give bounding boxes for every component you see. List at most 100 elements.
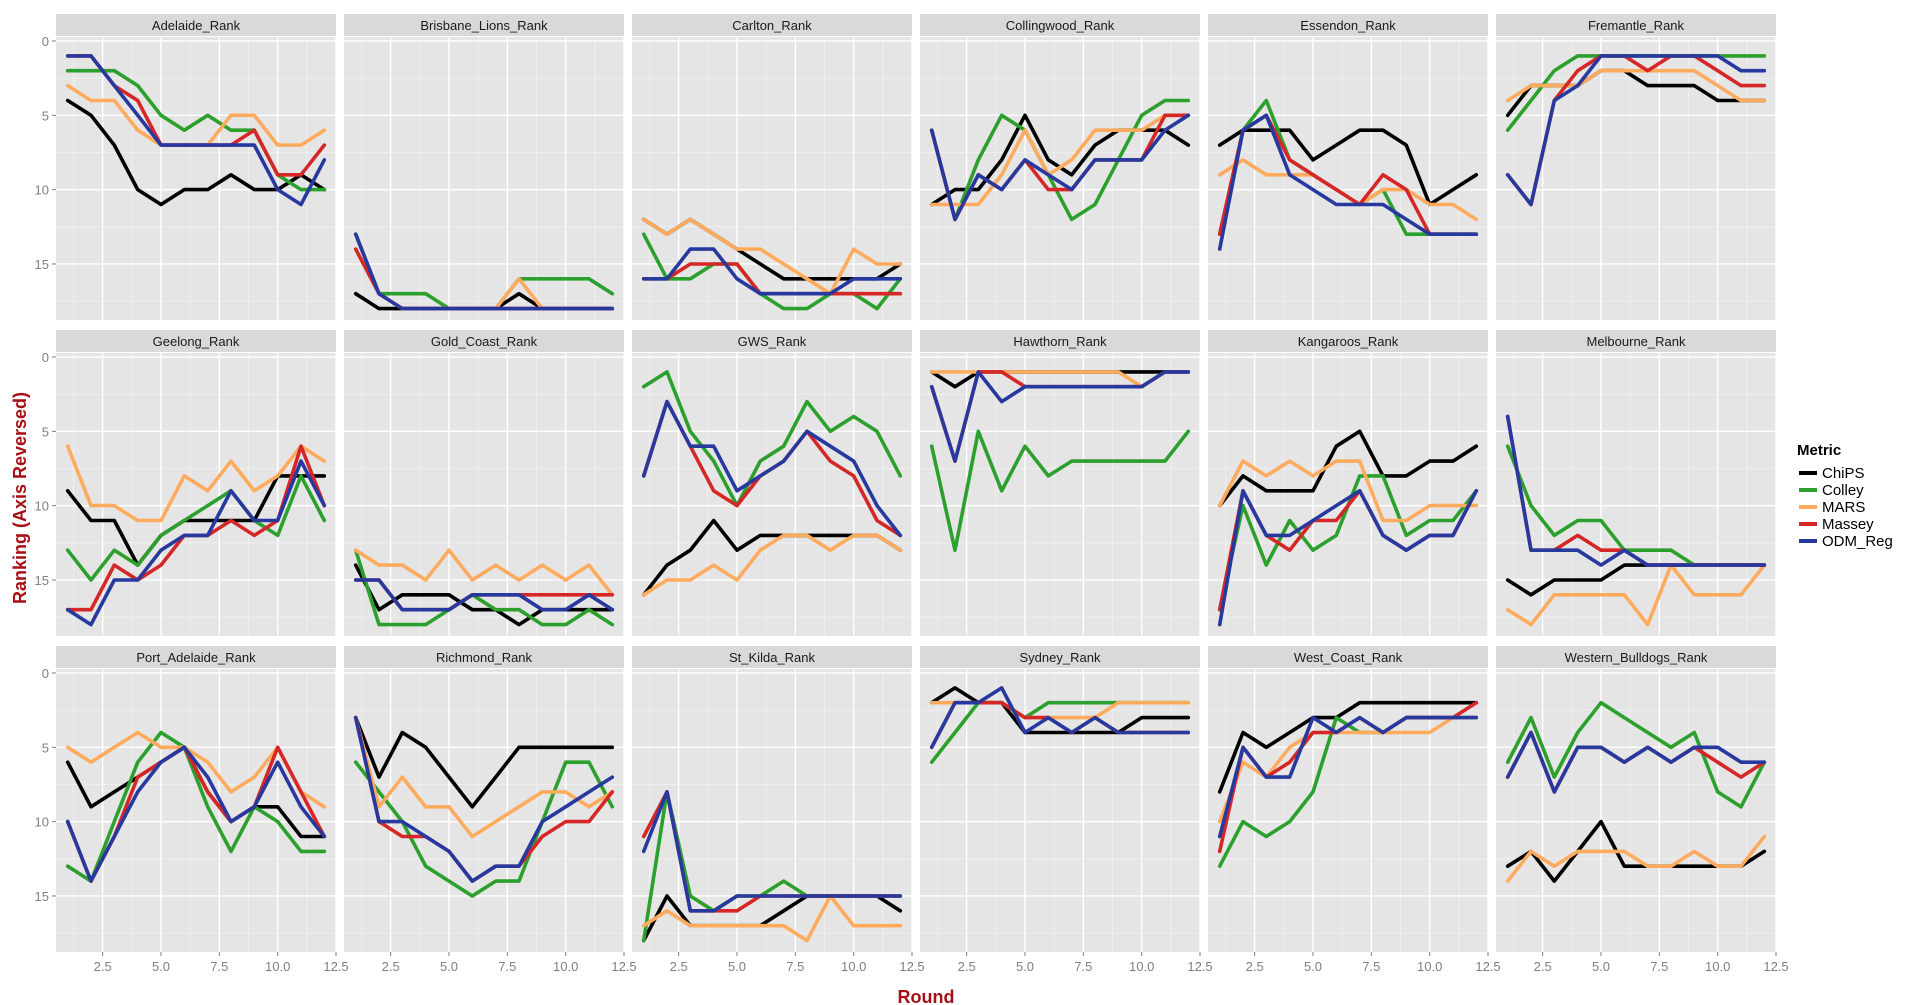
panel-title: St_Kilda_Rank xyxy=(729,650,815,665)
panel-geelong-rank: Geelong_Rank 0 5 10 15 xyxy=(35,330,337,636)
series-line-colley xyxy=(353,760,615,898)
x-tick-label: 7.5 xyxy=(1362,959,1380,974)
series-line-mars xyxy=(65,444,327,523)
panel-strip xyxy=(1208,330,1488,352)
y-tick-label: 5 xyxy=(42,740,49,755)
x-tick-label: 12.5 xyxy=(1763,959,1788,974)
series-line-mars xyxy=(1505,834,1767,883)
series-line-odm-reg xyxy=(1217,488,1479,627)
panel-west-coast-rank: West_Coast_Rank 2.5 5.0 7.5 10.0 12.5 xyxy=(1208,646,1501,974)
series-line-odm-reg xyxy=(1505,414,1767,567)
panel-background xyxy=(56,669,336,952)
legend-label: Massey xyxy=(1822,516,1874,533)
panel-strip xyxy=(1208,646,1488,668)
legend-label: Colley xyxy=(1822,482,1864,499)
panel-adelaide-rank: Adelaide_Rank 0 5 10 15 xyxy=(35,14,337,320)
panel-strip xyxy=(632,14,912,36)
panel-title: Sydney_Rank xyxy=(1020,650,1101,665)
x-tick-label: 12.5 xyxy=(899,959,924,974)
panel-strip xyxy=(56,646,336,668)
series-line-chips xyxy=(929,686,1191,735)
y-tick-label: 10 xyxy=(35,499,49,514)
panel-kangaroos-rank: Kangaroos_Rank xyxy=(1208,330,1489,636)
legend-item-mars: MARS xyxy=(1799,499,1865,516)
x-tick-label: 10.0 xyxy=(1417,959,1442,974)
x-tick-label: 7.5 xyxy=(498,959,516,974)
legend-title: Metric xyxy=(1797,442,1841,459)
panel-western-bulldogs-rank: Western_Bulldogs_Rank 2.5 5.0 7.5 10.0 12.5 xyxy=(1496,646,1789,974)
x-tick-label: 2.5 xyxy=(958,959,976,974)
x-tick-label: 5.0 xyxy=(1592,959,1610,974)
x-tick-label: 5.0 xyxy=(440,959,458,974)
panel-strip xyxy=(920,646,1200,668)
series-line-odm-reg xyxy=(65,54,327,207)
panel-strip xyxy=(344,14,624,36)
panel-sydney-rank: Sydney_Rank 2.5 5.0 7.5 10.0 12.5 xyxy=(920,646,1213,974)
panel-carlton-rank: Carlton_Rank xyxy=(632,14,913,320)
panel-strip xyxy=(920,14,1200,36)
panel-title: Essendon_Rank xyxy=(1300,18,1396,33)
panel-title: Gold_Coast_Rank xyxy=(431,334,538,349)
panel-strip xyxy=(1496,330,1776,352)
series-line-colley xyxy=(641,232,903,311)
x-tick-label: 2.5 xyxy=(1246,959,1264,974)
series-line-colley xyxy=(929,98,1191,222)
x-tick-label: 7.5 xyxy=(1650,959,1668,974)
series-line-mars xyxy=(641,894,903,943)
panel-title: Geelong_Rank xyxy=(153,334,240,349)
panel-background xyxy=(632,669,912,952)
x-tick-label: 12.5 xyxy=(1475,959,1500,974)
series-line-odm-reg xyxy=(65,459,327,627)
series-line-odm-reg xyxy=(353,232,615,311)
x-tick-label: 10.0 xyxy=(553,959,578,974)
series-line-chips xyxy=(65,98,327,207)
series-line-odm-reg xyxy=(1217,715,1479,839)
panel-gws-rank: GWS_Rank xyxy=(632,330,913,636)
series-line-mars xyxy=(641,217,903,296)
x-tick-label: 7.5 xyxy=(1074,959,1092,974)
y-tick-label: 5 xyxy=(42,108,49,123)
x-tick-label: 5.0 xyxy=(1016,959,1034,974)
panel-strip xyxy=(1496,14,1776,36)
x-tick-label: 7.5 xyxy=(786,959,804,974)
series-line-chips xyxy=(1217,429,1479,508)
series-line-odm-reg xyxy=(641,247,903,296)
series-line-chips xyxy=(1217,128,1479,207)
series-line-odm-reg xyxy=(929,686,1191,750)
y-tick-label: 15 xyxy=(35,257,49,272)
legend-label: ChiPS xyxy=(1822,465,1865,482)
series-line-chips xyxy=(1217,700,1479,794)
series-line-odm-reg xyxy=(641,399,903,538)
panel-title: Kangaroos_Rank xyxy=(1298,334,1399,349)
series-line-mars xyxy=(641,533,903,597)
y-tick-label: 15 xyxy=(35,573,49,588)
panel-background xyxy=(920,37,1200,320)
panel-collingwood-rank: Collingwood_Rank xyxy=(920,14,1201,320)
panel-background xyxy=(344,669,624,952)
panel-title: Fremantle_Rank xyxy=(1588,18,1685,33)
y-tick-label: 10 xyxy=(35,183,49,198)
x-tick-label: 10.0 xyxy=(841,959,866,974)
legend-item-chips: ChiPS xyxy=(1799,465,1865,482)
panels-layer: Adelaide_Rank 0 5 10 15 Brisbane_Lions_Rank Ca… xyxy=(35,14,1789,974)
panel-title: Melbourne_Rank xyxy=(1586,334,1686,349)
y-tick-label: 0 xyxy=(42,666,49,681)
panel-st-kilda-rank: St_Kilda_Rank 2.5 5.0 7.5 10.0 12.5 xyxy=(632,646,925,974)
panel-background xyxy=(920,353,1200,636)
legend-label: ODM_Reg xyxy=(1822,533,1893,550)
series-line-odm-reg xyxy=(929,113,1191,222)
panel-gold-coast-rank: Gold_Coast_Rank xyxy=(344,330,625,636)
panel-brisbane-lions-rank: Brisbane_Lions_Rank xyxy=(344,14,625,320)
panel-fremantle-rank: Fremantle_Rank xyxy=(1496,14,1777,320)
panel-strip xyxy=(632,330,912,352)
x-tick-label: 7.5 xyxy=(210,959,228,974)
y-tick-label: 0 xyxy=(42,34,49,49)
x-tick-label: 2.5 xyxy=(382,959,400,974)
x-tick-label: 10.0 xyxy=(1705,959,1730,974)
panel-background xyxy=(920,669,1200,952)
panel-background xyxy=(1208,37,1488,320)
panel-title: GWS_Rank xyxy=(738,334,807,349)
panel-essendon-rank: Essendon_Rank xyxy=(1208,14,1489,320)
panel-strip xyxy=(344,646,624,668)
